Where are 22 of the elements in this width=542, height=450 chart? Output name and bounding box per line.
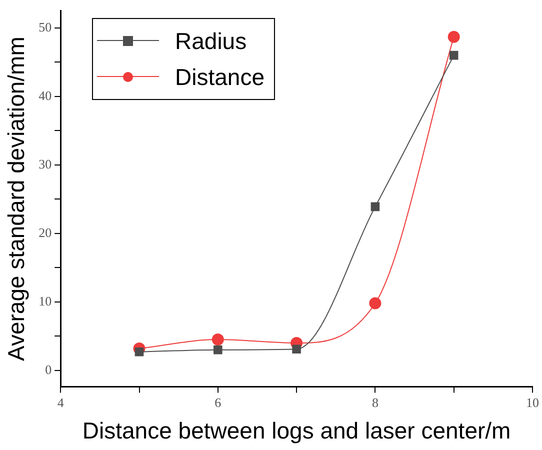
x-tick-label: 8 — [372, 395, 378, 410]
y-tick-label: 0 — [45, 362, 52, 377]
point — [214, 345, 222, 354]
point — [369, 297, 382, 310]
y-tick-label: 50 — [38, 19, 52, 34]
y-tick-label: 40 — [38, 88, 52, 103]
x-tick-label: 6 — [214, 395, 222, 410]
point — [292, 344, 301, 354]
point — [134, 347, 144, 356]
x-tick-label: 4 — [57, 395, 64, 410]
point — [212, 334, 224, 346]
point — [370, 202, 380, 212]
y-tick-label: 20 — [38, 224, 52, 240]
legend-label: Distance — [175, 64, 264, 90]
point — [448, 30, 460, 43]
x-tick-label: 10 — [526, 395, 539, 410]
y-axis-title: Average standard deviation/mm — [3, 36, 30, 361]
y-tick-label: 10 — [38, 293, 52, 308]
x-axis-title: Distance between logs and laser center/m — [82, 418, 511, 444]
point — [449, 50, 458, 60]
y-tick-label: 30 — [38, 156, 52, 172]
legend-label: Radius — [175, 28, 247, 54]
